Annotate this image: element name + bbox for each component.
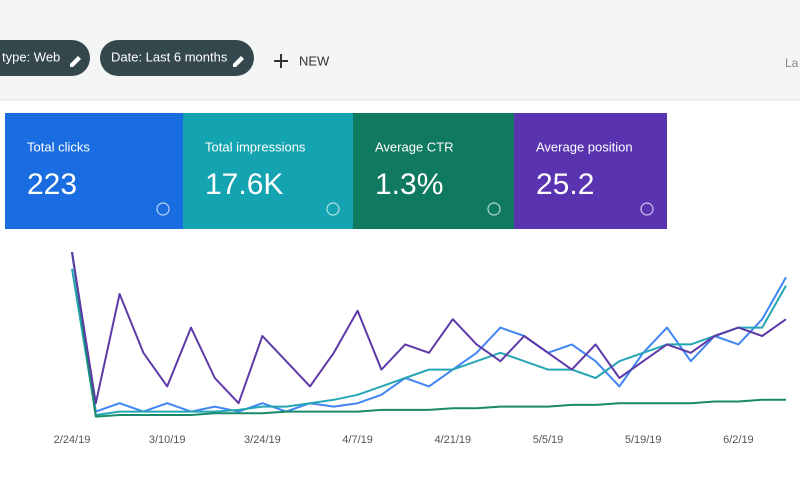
- metric-card[interactable]: [5, 113, 183, 229]
- x-tick-label: 5/5/19: [533, 434, 564, 446]
- series-line: [71, 251, 787, 405]
- edit-icon[interactable]: [70, 56, 81, 67]
- card-value: 17.6K: [205, 168, 283, 201]
- x-tick-label: 4/21/19: [434, 434, 471, 446]
- help-icon[interactable]: [487, 202, 501, 216]
- series-line: [71, 251, 787, 413]
- x-tick-label: 3/24/19: [244, 434, 281, 446]
- help-icon[interactable]: [156, 202, 170, 216]
- cut-text: La: [785, 56, 799, 70]
- series-line: [71, 251, 786, 418]
- metric-card[interactable]: [183, 113, 353, 229]
- card-value: 1.3%: [375, 168, 443, 201]
- help-icon[interactable]: [326, 202, 340, 216]
- chip-label: type: Web: [2, 49, 60, 64]
- card-label: Average CTR: [375, 139, 454, 154]
- chart: 2/24/19 3/10/19 3/24/19 4/7/19 4/21/19 5/5/19…: [54, 251, 787, 446]
- cards: Total clicks 223 Total impressions 17.6K Ave…: [5, 113, 667, 229]
- x-tick-label: 5/19/19: [625, 434, 662, 446]
- card-label: Total clicks: [27, 139, 90, 154]
- x-tick-label: 3/10/19: [149, 434, 186, 446]
- metric-card[interactable]: [353, 113, 514, 229]
- filter-chip[interactable]: [0, 40, 90, 76]
- x-tick-label: 2/24/19: [54, 434, 91, 446]
- card-value: 223: [27, 168, 77, 201]
- chip-label: Date: Last 6 months: [111, 49, 228, 64]
- card-label: Total impressions: [205, 139, 306, 154]
- help-icon[interactable]: [640, 202, 654, 216]
- x-tick-label: 6/2/19: [723, 434, 754, 446]
- plus-icon[interactable]: [274, 54, 288, 68]
- new-button[interactable]: NEW: [299, 53, 330, 68]
- edit-icon[interactable]: [233, 56, 244, 67]
- card-value: 25.2: [536, 168, 594, 201]
- card-label: Average position: [536, 139, 633, 154]
- x-tick-label: 4/7/19: [342, 434, 373, 446]
- filter-chip[interactable]: [100, 40, 254, 76]
- series-line: [71, 268, 787, 416]
